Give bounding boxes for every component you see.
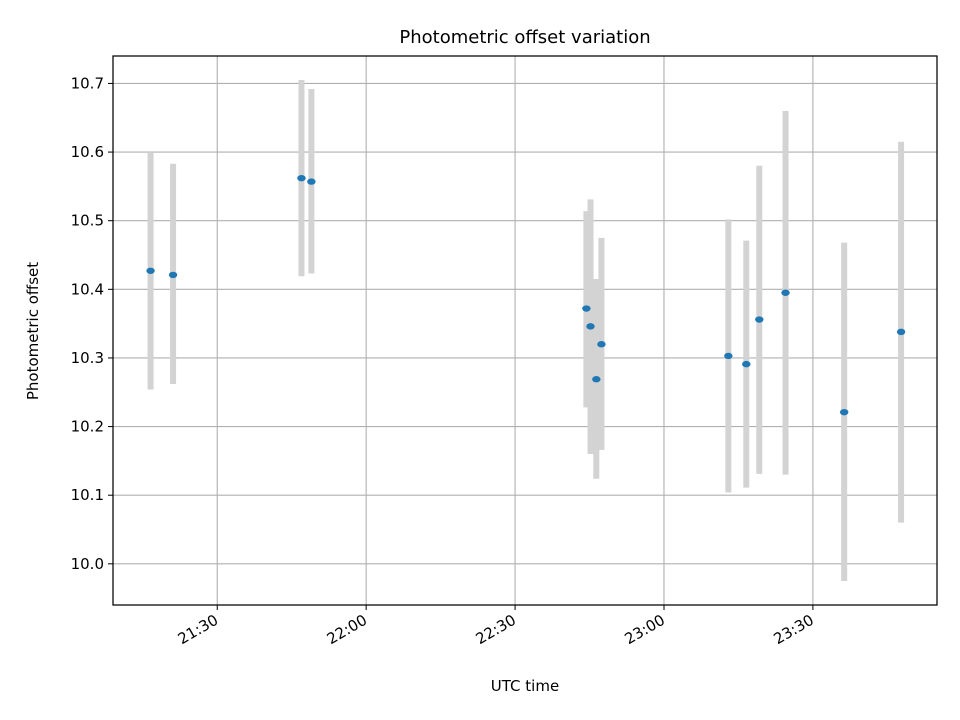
data-point [307,178,316,185]
y-tick-label: 10.5 [71,212,104,230]
y-tick-label: 10.4 [71,280,104,298]
data-point [781,289,790,296]
data-point [742,360,751,368]
data-point [592,376,601,383]
chart-title: Photometric offset variation [399,27,650,48]
y-tick-label: 10.2 [71,418,104,436]
data-point [839,408,849,416]
data-point [597,341,606,348]
data-point [297,174,306,182]
data-point [755,316,764,323]
y-tick-label: 10.6 [71,143,104,161]
y-axis-title: Photometric offset [24,262,42,400]
grid [113,56,937,605]
plot-area-frame [112,55,938,606]
data-points [146,174,906,416]
data-point [896,328,906,336]
data-point [146,267,155,274]
y-tick-label: 10.0 [71,555,104,573]
data-point [582,305,591,312]
x-axis-title: UTC time [491,677,559,695]
y-axis-ticks: 10.0 10.1 10.2 10.3 10.4 10.5 10.6 10.7 [71,74,113,573]
y-tick-label: 10.3 [71,349,104,367]
y-tick-label: 10.1 [71,486,104,504]
data-point [724,352,733,360]
data-point [168,271,178,279]
y-tick-label: 10.7 [71,74,104,92]
data-point [586,323,595,330]
